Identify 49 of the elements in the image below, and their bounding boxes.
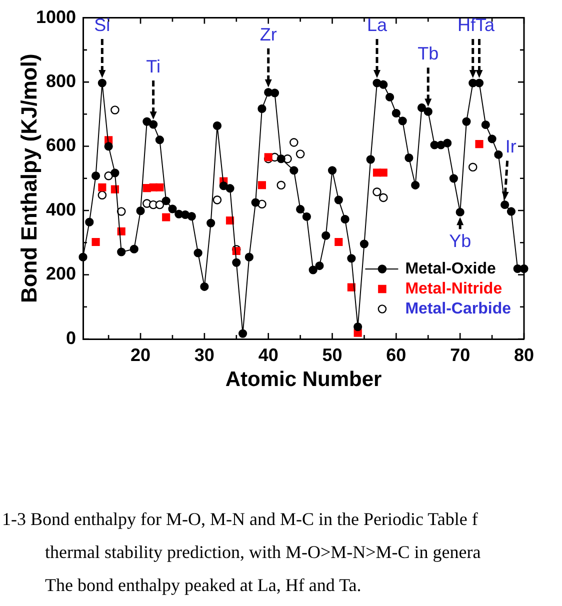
text: thermal stability prediction, with M-O>M-N>M-C in genera: [44, 541, 482, 564]
y-tick-label: 200: [46, 264, 76, 284]
legend-label: Metal-Nitride: [405, 280, 502, 298]
point: [104, 171, 113, 180]
x-tick-label: 50: [322, 344, 342, 365]
point: [212, 196, 222, 204]
annotation: Ta: [476, 14, 496, 35]
point: [276, 180, 286, 190]
x-tick-label: 40: [258, 344, 278, 365]
annotation: Yb: [449, 231, 472, 252]
x-tick-label: 80: [514, 344, 534, 365]
x-axis-title: Atomic Number: [225, 368, 382, 392]
y-tick-label: 0: [66, 328, 76, 348]
point: [468, 162, 478, 172]
point: [92, 238, 100, 246]
annotation: Si: [94, 14, 110, 35]
annotation: Hf: [458, 14, 477, 35]
point: [258, 181, 266, 190]
point: [162, 213, 170, 222]
annotation: Ir: [505, 136, 516, 157]
legend-label: Metal-Carbide: [405, 300, 512, 318]
y-tick-label: 1000: [36, 6, 76, 27]
y-tick-label: 400: [46, 199, 76, 220]
point: [110, 106, 120, 114]
x-tick-label: 20: [130, 344, 151, 365]
point: [155, 200, 164, 210]
annotation: La: [366, 14, 388, 35]
text: 1-3 Bond enthalpy for M-O, M-N and M-C in the Periodic Table f: [1, 508, 479, 531]
y-tick-label: 600: [46, 135, 76, 156]
annotation: Tb: [418, 44, 439, 64]
point: [334, 238, 343, 246]
y-tick-label: 800: [46, 71, 76, 92]
point: [98, 183, 106, 192]
x-tick-label: 60: [386, 344, 406, 365]
point: [98, 190, 107, 200]
point: [156, 183, 164, 192]
point: [296, 150, 305, 158]
annotation: Ti: [146, 56, 160, 76]
x-tick-label: 70: [450, 344, 470, 365]
x-tick-label: 30: [194, 344, 214, 365]
point: [475, 140, 484, 148]
legend-label: Metal-Oxide: [405, 260, 496, 278]
point: [379, 168, 388, 177]
point: [372, 187, 382, 196]
annotation: Zr: [260, 24, 277, 44]
text: The bond enthalpy peaked at La, Hf and Ta.: [44, 574, 362, 597]
y-axis-title: Bond Enthalpy (KJ/mol): [16, 54, 42, 304]
point: [290, 138, 298, 147]
point: [378, 193, 388, 202]
